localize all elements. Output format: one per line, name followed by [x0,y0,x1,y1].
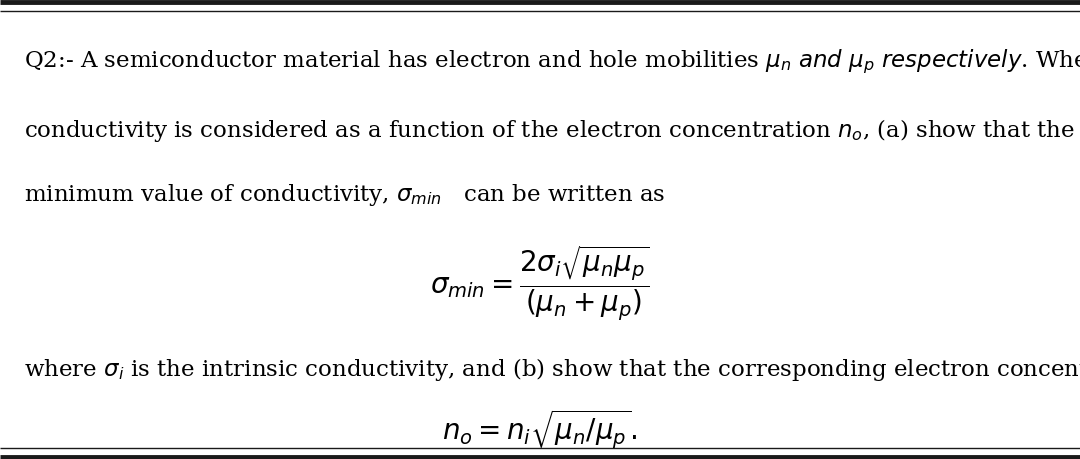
Text: $n_o = n_i\sqrt{\mu_n/\mu_p}.$: $n_o = n_i\sqrt{\mu_n/\mu_p}.$ [443,408,637,451]
Text: conductivity is considered as a function of the electron concentration $n_o$, (a: conductivity is considered as a function… [24,118,1075,144]
Text: $\sigma_{min} = \dfrac{2\sigma_i\sqrt{\mu_n\mu_p}}{(\mu_n + \mu_p)}$: $\sigma_{min} = \dfrac{2\sigma_i\sqrt{\m… [430,243,650,322]
Text: Q2:- A semiconductor material has electron and hole mobilities $\mu_n$ $\mathit{: Q2:- A semiconductor material has electr… [24,48,1080,76]
Text: minimum value of conductivity, $\sigma_{min}$   can be written as: minimum value of conductivity, $\sigma_{… [24,182,665,208]
Text: where $\mathit{\sigma_i}$ is the intrinsic conductivity, and (b) show that the c: where $\mathit{\sigma_i}$ is the intrins… [24,356,1080,383]
